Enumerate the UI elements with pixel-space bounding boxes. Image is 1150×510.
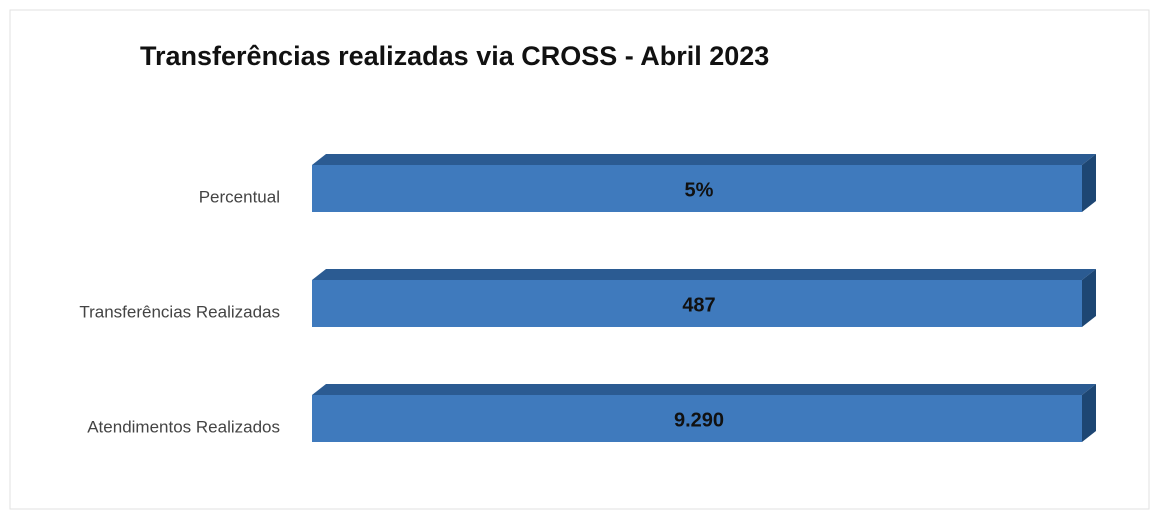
bar-side	[1082, 154, 1096, 212]
bar	[312, 280, 1082, 327]
value-label: 487	[682, 294, 715, 316]
category-label: Transferências Realizadas	[79, 302, 280, 321]
value-label: 9.290	[674, 409, 724, 431]
category-label: Percentual	[199, 187, 280, 206]
bar-top	[312, 154, 1096, 165]
category-label: Atendimentos Realizados	[87, 417, 280, 436]
chart-frame	[9, 9, 1150, 510]
bar	[312, 395, 1082, 442]
bar-top	[312, 269, 1096, 280]
bar-top	[312, 384, 1096, 395]
chart-title: Transferências realizadas via CROSS - Ab…	[140, 41, 769, 71]
bar-side	[1082, 269, 1096, 327]
bar	[312, 165, 1082, 212]
bar-side	[1082, 384, 1096, 442]
value-label: 5%	[685, 179, 714, 201]
